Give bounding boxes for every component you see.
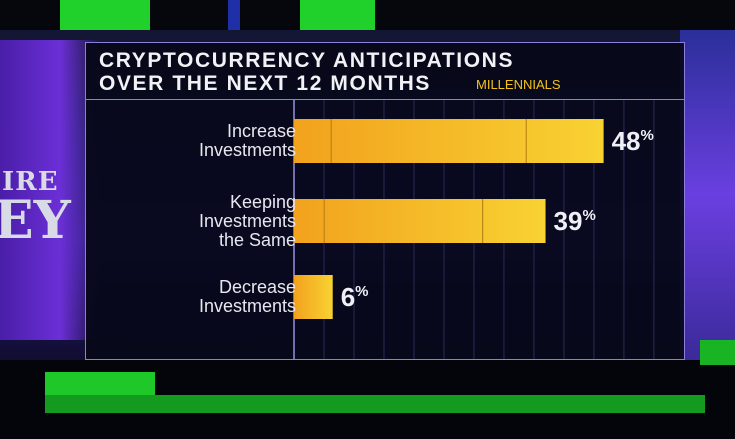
chart-title-line-1: CRYPTOCURRENCY ANTICIPATIONS	[99, 49, 515, 72]
value-label: 48%	[612, 126, 654, 156]
bar	[294, 199, 546, 243]
right-purple-glow	[680, 30, 735, 360]
category-label: Increase Investments	[198, 121, 296, 160]
left-purple-glow	[0, 40, 100, 340]
chart-header: CRYPTOCURRENCY ANTICIPATIONS OVER THE NE…	[86, 43, 684, 100]
bar	[294, 275, 333, 319]
chart-subtitle: MILLENNIALS	[476, 77, 561, 92]
category-label: Decrease Investments	[198, 277, 296, 316]
bar	[294, 119, 604, 163]
background-logo: IRE EY	[0, 167, 71, 251]
top-blue-block	[228, 0, 240, 30]
value-label: 39%	[554, 206, 596, 236]
bar-chart-svg: 48% 39% 6%	[293, 100, 655, 359]
floor-green-block	[700, 340, 735, 365]
plot-area: 48% 39% 6% Increase Investments Keeping Inves…	[86, 100, 684, 359]
category-label: Keeping Investments the Same	[198, 191, 296, 250]
floor-green-strip	[45, 395, 705, 413]
chart-title-line-2: OVER THE NEXT 12 MONTHS	[99, 72, 432, 95]
top-green-block	[300, 0, 375, 30]
top-green-block	[60, 0, 150, 30]
chart-panel: CRYPTOCURRENCY ANTICIPATIONS OVER THE NE…	[85, 42, 685, 360]
value-label: 6%	[341, 282, 369, 312]
